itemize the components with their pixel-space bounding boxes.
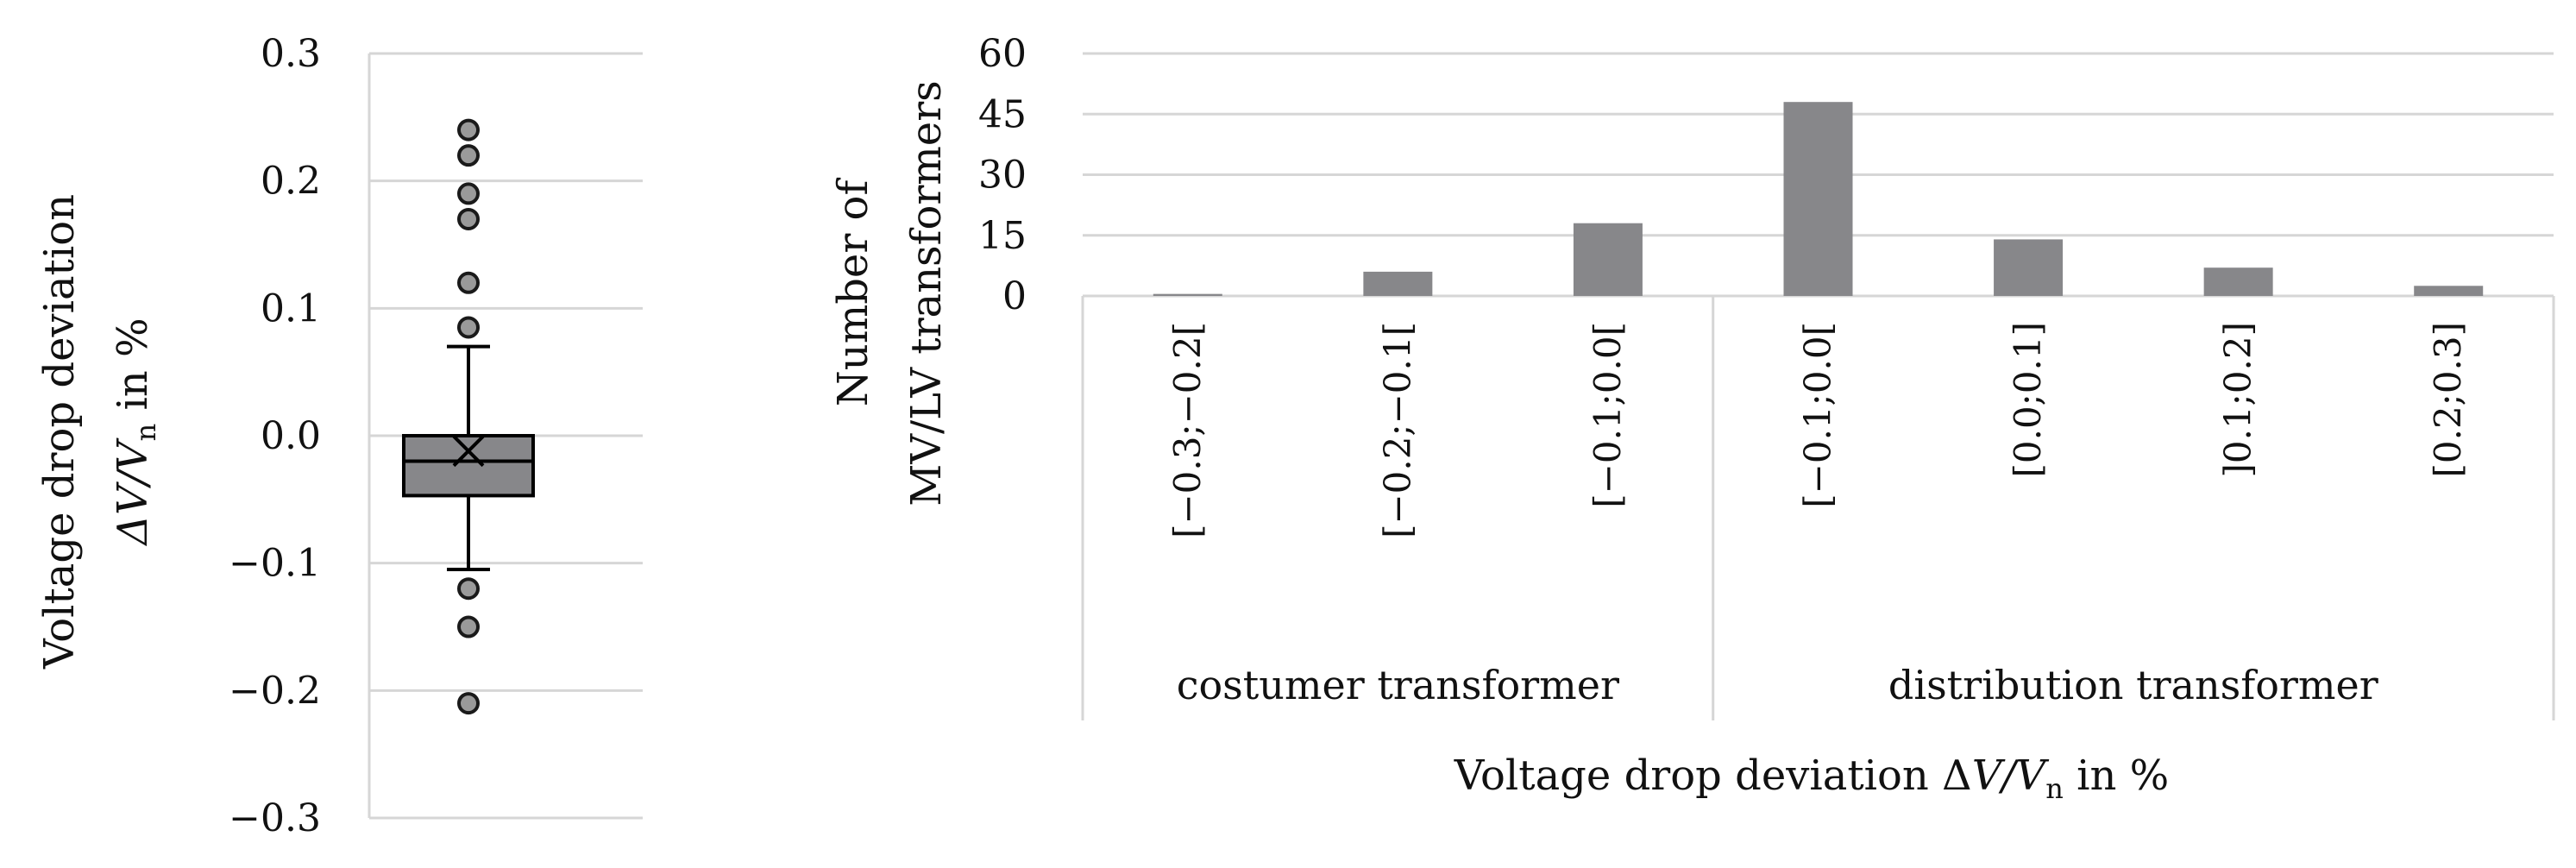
bar-chart-category-label: [0.0;0.1] — [2007, 322, 2049, 478]
box-plot-outlier-point — [457, 692, 480, 715]
bar-chart-y-axis-title-line2: MV/LV transformers — [902, 80, 951, 506]
box-plot-y-tick-label: 0.0 — [261, 414, 321, 458]
bar-chart-group-label: costumer transformer — [1177, 662, 1619, 708]
box-plot-y-axis-title-line1: Voltage drop deviation — [35, 194, 84, 670]
bar-chart-x-axis-title-sub: n — [2045, 772, 2064, 805]
box-plot-chart: 0.3 0.2 0.1 0.0 −0.1 −0.2 −0.3 Voltage drop de… — [35, 32, 643, 840]
box-plot-outlier-point — [457, 207, 480, 230]
box-plot-y-axis-title-suffix: in % — [109, 318, 157, 423]
bar-chart-bar — [1363, 271, 1433, 296]
box-plot-y-tick-label: 0.2 — [261, 160, 321, 204]
box-plot-box — [402, 434, 535, 498]
bar-chart-y-tick-label: 0 — [1002, 274, 1027, 318]
bar-chart-bar — [2414, 286, 2484, 296]
bar-chart-group-label: distribution transformer — [1888, 662, 2378, 708]
bar-chart-y-tick-label: 30 — [978, 154, 1027, 198]
bar-chart-bar — [1573, 223, 1643, 296]
box-plot-y-axis-title-dv: ΔV/V — [109, 437, 157, 547]
box-plot-y-axis-title-line2: ΔV/Vn in % — [109, 318, 162, 546]
box-plot-outlier-point — [457, 271, 480, 294]
bar-chart-bar — [1783, 102, 1853, 296]
bar-chart-category-label: [−0.1;0.0[ — [1797, 322, 1839, 508]
bar-chart-bar — [1994, 239, 2064, 296]
bar-chart-category-labels: [−0.3;−0.2[ [−0.2;−0.1[ [−0.1;0.0[ [−0.1;0.… — [1166, 322, 2469, 538]
box-plot-y-ticks: 0.3 0.2 0.1 0.0 −0.1 −0.2 −0.3 — [229, 32, 321, 840]
box-plot-body — [402, 344, 535, 572]
bar-chart-category-label: ]0.1;0.2] — [2217, 322, 2259, 478]
box-plot-mean-marker-b — [452, 435, 485, 468]
box-plot-y-tick-label: 0.1 — [261, 286, 321, 330]
bar-chart-category-label: [−0.3;−0.2[ — [1166, 322, 1209, 538]
bar-chart-y-tick-label: 45 — [978, 92, 1027, 136]
box-plot-outlier-point — [457, 118, 480, 142]
bar-chart-y-axis-title-line1: Number of — [829, 178, 877, 407]
bar-chart-x-axis-title-suffix: in % — [2064, 752, 2169, 800]
bar-chart-x-axis-title: Voltage drop deviation ΔV/Vn in % — [1454, 752, 2169, 805]
box-plot-y-axis-title-sub: n — [129, 424, 162, 442]
bar-chart-y-tick-label: 15 — [978, 214, 1027, 258]
bar-chart-group-labels: costumer transformer distribution transfo… — [1177, 662, 2378, 708]
box-plot-y-tick-label: 0.3 — [261, 32, 321, 76]
bar-chart-bar — [2203, 267, 2273, 296]
bar-chart-y-tick-label: 60 — [978, 32, 1027, 76]
bar-chart-x-axis-title-italic: V/V — [1972, 752, 2050, 800]
box-plot-y-tick-label: −0.1 — [229, 542, 321, 586]
bar-chart: 0 15 30 45 60 [−0.3;−0.2[ [−0.2;−0.1[ [−0.1;0.… — [829, 32, 2555, 805]
box-plot-outlier-point — [457, 182, 480, 205]
bar-chart-y-ticks: 0 15 30 45 60 — [978, 32, 1027, 318]
bar-chart-category-frame — [1081, 296, 2555, 720]
bar-chart-category-label: [−0.1;0.0[ — [1586, 322, 1629, 508]
box-plot-y-tick-label: −0.3 — [229, 796, 321, 840]
box-plot-outlier-point — [457, 144, 480, 167]
box-plot-outlier-point — [457, 316, 480, 339]
bar-chart-category-label: [0.2;0.3] — [2427, 322, 2469, 478]
box-plot-y-tick-label: −0.2 — [229, 669, 321, 713]
box-plot-outliers — [457, 118, 480, 715]
box-plot-outlier-point — [457, 577, 480, 601]
bar-chart-category-label: [−0.2;−0.1[ — [1376, 322, 1418, 538]
bar-chart-bars — [1153, 102, 2484, 296]
box-plot-outlier-point — [457, 615, 480, 638]
bar-chart-bar — [1153, 293, 1222, 296]
bar-chart-x-axis-title-prefix: Voltage drop deviation Δ — [1454, 752, 1972, 800]
